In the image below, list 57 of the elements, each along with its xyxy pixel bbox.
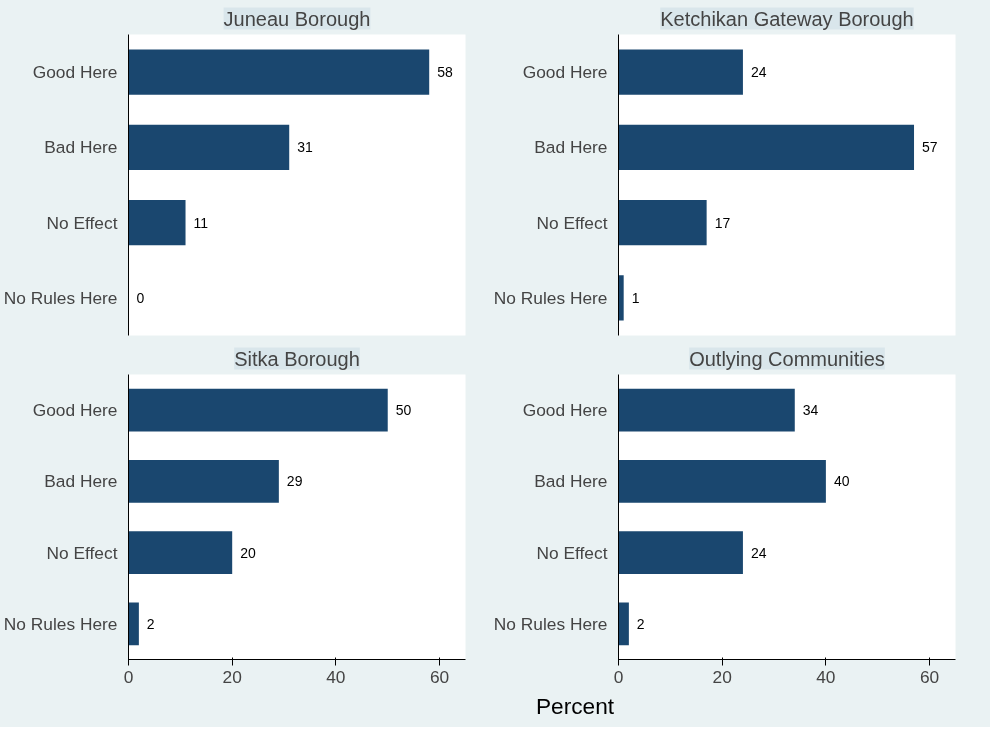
y-tick-label: No Rules Here	[3, 287, 118, 308]
x-tick-label: 40	[326, 666, 346, 687]
bar	[618, 200, 707, 246]
x-tick-label: 20	[712, 666, 732, 687]
y-tick-label: No Effect	[46, 542, 118, 563]
data-label: 50	[395, 402, 412, 419]
data-label: 11	[193, 214, 209, 231]
x-tick-label: 20	[222, 666, 242, 687]
y-tick-label: Bad Here	[534, 471, 608, 492]
data-label: 24	[750, 544, 767, 561]
y-tick-label: Bad Here	[44, 471, 118, 492]
data-label: 29	[286, 473, 303, 490]
bar	[618, 49, 743, 95]
bar	[618, 460, 826, 503]
data-label: 24	[750, 64, 767, 81]
y-tick-label: Good Here	[522, 400, 608, 421]
x-tick-label: 40	[816, 666, 836, 687]
x-tick-label: 0	[613, 666, 624, 687]
y-tick-label: No Rules Here	[3, 613, 118, 634]
y-tick-label: No Effect	[536, 212, 608, 233]
data-label: 57	[922, 139, 938, 156]
chart-title: Sitka Borough	[234, 347, 360, 370]
x-axis-title: Percent	[535, 692, 615, 721]
y-tick-label: Good Here	[32, 400, 118, 421]
data-label: 31	[297, 139, 314, 156]
y-tick-label: Good Here	[32, 62, 118, 83]
y-tick-label: No Rules Here	[493, 613, 608, 634]
chart-title: Juneau Borough	[223, 7, 371, 30]
bar	[618, 531, 743, 574]
bar	[618, 602, 629, 646]
data-label: 17	[714, 214, 731, 231]
bar	[128, 388, 388, 432]
bar	[618, 124, 915, 170]
y-tick-label: Bad Here	[534, 137, 608, 158]
y-tick-label: No Rules Here	[493, 287, 608, 308]
x-tick-label: 0	[123, 666, 134, 687]
bar	[128, 602, 139, 646]
data-label: 0	[136, 289, 145, 306]
data-label: 20	[240, 544, 256, 561]
data-label: 2	[146, 615, 155, 632]
chart-title: Ketchikan Gateway Borough	[660, 7, 914, 30]
data-label: 1	[631, 289, 640, 306]
data-label: 58	[437, 64, 453, 81]
x-tick-label: 60	[919, 666, 940, 687]
data-label: 2	[636, 615, 645, 632]
bar	[128, 460, 279, 503]
bar	[618, 388, 795, 432]
y-tick-label: Good Here	[522, 62, 608, 83]
data-label: 40	[833, 473, 850, 490]
x-tick-label: 60	[429, 666, 450, 687]
data-label: 34	[802, 402, 819, 419]
y-tick-label: No Effect	[46, 212, 118, 233]
chart-title: Outlying Communities	[689, 347, 885, 370]
bar	[618, 275, 624, 321]
bar	[128, 531, 233, 574]
y-tick-label: Bad Here	[44, 137, 118, 158]
y-tick-label: No Effect	[536, 542, 608, 563]
